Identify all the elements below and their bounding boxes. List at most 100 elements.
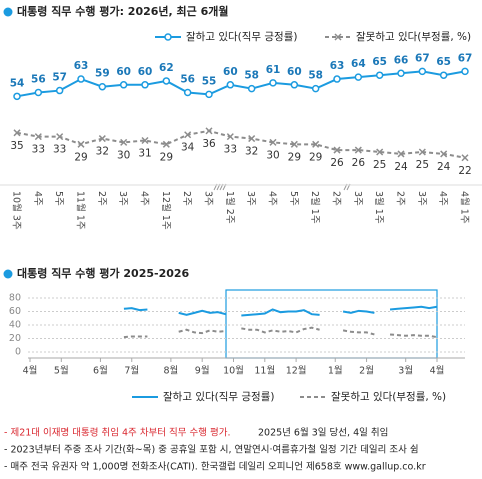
data-label: 64 (351, 58, 366, 70)
x-tick-label: 12월 1주 (160, 191, 172, 230)
point (269, 138, 277, 146)
data-label: 30 (117, 149, 130, 161)
point (98, 135, 106, 143)
series-line (16, 70, 466, 98)
point (162, 77, 171, 85)
data-label: 63 (74, 60, 89, 72)
point (290, 140, 298, 148)
data-label: 61 (266, 64, 281, 76)
data-label: 34 (181, 142, 195, 154)
point (333, 146, 341, 154)
series-line (123, 305, 438, 317)
point (226, 133, 234, 141)
x-tick-label: 9월 (195, 365, 210, 377)
point (56, 133, 64, 141)
x-tick-label: 4월 (23, 365, 38, 377)
y-tick-label: 40 (9, 320, 21, 331)
x-tick-label: 4주 (139, 191, 150, 206)
point (34, 88, 43, 97)
x-tick-label: 5월 (54, 365, 69, 377)
data-label: 60 (223, 66, 238, 78)
data-label: 25 (416, 159, 429, 171)
data-label: 33 (224, 144, 237, 156)
data-label: 67 (415, 52, 430, 64)
x-tick-label: 3주 (203, 191, 214, 206)
x-tick-label: 11월 (254, 365, 275, 377)
point (141, 136, 149, 145)
data-label: 29 (309, 151, 322, 163)
data-label: 58 (244, 70, 259, 82)
data-label: 35 (10, 140, 23, 152)
data-label: 25 (373, 159, 386, 171)
x-tick-label: 4주 (32, 191, 43, 206)
data-label: 29 (288, 151, 301, 163)
point (119, 81, 128, 89)
point (55, 86, 64, 95)
series-line (16, 129, 466, 159)
x-tick-label: 5주 (288, 191, 299, 206)
x-tick-label: 3주 (352, 191, 363, 206)
x-tick-label: 2주 (331, 191, 342, 206)
x-tick-label: 4주 (267, 191, 278, 206)
data-label: 54 (10, 77, 25, 89)
data-label: 60 (116, 66, 131, 78)
data-label: 26 (352, 157, 366, 169)
point (418, 148, 426, 156)
data-label: 58 (308, 70, 323, 82)
x-tick-label: 2주 (181, 191, 192, 206)
x-tick-label: 2월 (359, 365, 374, 377)
point (269, 79, 277, 87)
data-label: 26 (330, 157, 344, 169)
x-tick-label: 12월 (286, 365, 307, 377)
point (226, 81, 235, 89)
note: - 제21대 이재명 대통령 취임 4주 차부터 직무 수행 평가. (4, 427, 231, 439)
data-label: 56 (31, 73, 46, 85)
title-bullet (3, 7, 13, 17)
y-tick-label: 20 (9, 333, 21, 344)
data-label: 24 (437, 161, 451, 173)
point (439, 71, 448, 79)
legend-label: 잘못하고 있다(부정률, %) (331, 390, 446, 403)
x-tick-label: 7월 (124, 365, 139, 377)
point (162, 140, 170, 148)
data-label: 24 (394, 161, 408, 173)
x-tick-label: 10월 3주 (11, 191, 23, 230)
y-tick-label: 0 (15, 347, 21, 358)
data-label: 29 (160, 151, 173, 163)
point (183, 88, 192, 97)
highlight-box (225, 289, 438, 359)
point (290, 81, 299, 89)
x-tick-label: 3월 (398, 365, 413, 377)
x-tick-label: 2주 (395, 191, 406, 206)
note: - 매주 전국 유권자 약 1,000명 전화조사(CATI). 한국갤럽 데일… (4, 461, 426, 473)
data-label: 62 (159, 62, 174, 74)
chart-title: 대통령 직무 수행 평가: 2026년, 최근 6개월 (17, 4, 229, 18)
point (418, 67, 427, 76)
data-label: 65 (436, 56, 451, 68)
point (34, 133, 42, 141)
point (333, 75, 341, 83)
point (440, 150, 448, 158)
x-tick-label: 2주 (96, 191, 107, 206)
x-tick-label: 1월 (328, 365, 343, 377)
data-label: 56 (180, 73, 195, 85)
data-label: 55 (202, 75, 217, 87)
x-tick-label: 3주 (117, 191, 128, 206)
point (13, 129, 21, 137)
data-label: 22 (458, 165, 471, 177)
data-label: 59 (95, 68, 110, 80)
point (77, 75, 85, 83)
point (77, 140, 85, 148)
point (248, 135, 256, 143)
x-tick-label: 10월 (223, 365, 244, 377)
data-label: 33 (53, 144, 66, 156)
legend-label: 잘하고 있다(직무 긍정률) (186, 30, 297, 43)
legend-label: 잘하고 있다(직무 긍정률) (163, 390, 274, 403)
point (461, 154, 469, 162)
y-tick-label: 60 (9, 306, 21, 317)
x-tick-label: 3월 1주 (373, 191, 385, 224)
point (397, 69, 405, 78)
point (184, 131, 192, 139)
x-tick-label: 6월 (93, 365, 108, 377)
data-label: 63 (330, 60, 345, 72)
